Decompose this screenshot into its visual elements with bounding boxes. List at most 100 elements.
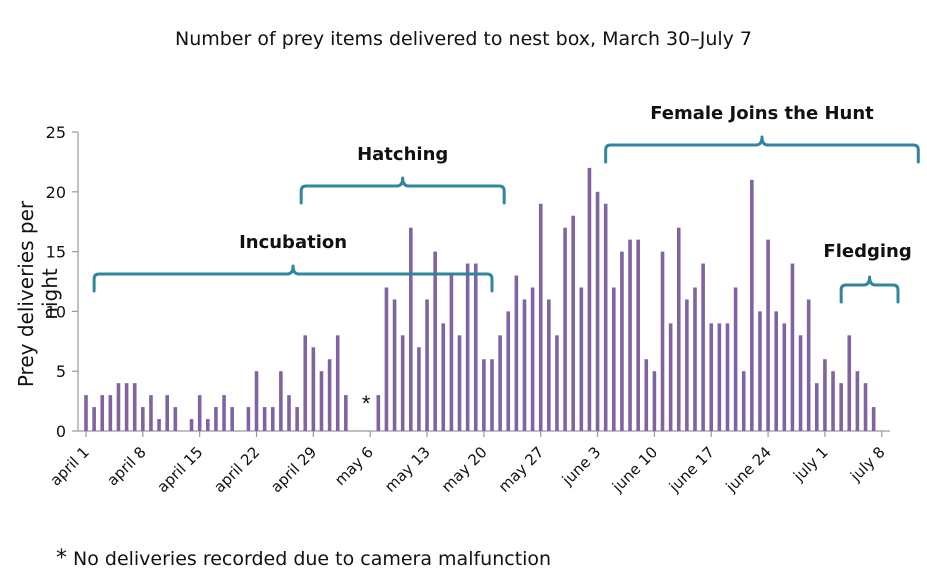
bar — [579, 287, 584, 431]
bar — [506, 311, 511, 431]
bar — [417, 347, 421, 431]
bar — [384, 287, 389, 431]
bar — [514, 275, 519, 431]
bar — [652, 371, 657, 431]
bar — [409, 227, 413, 431]
bar — [262, 407, 267, 431]
bar — [197, 395, 202, 431]
y-tick-label: 5 — [56, 362, 66, 381]
bar — [230, 407, 234, 431]
x-tick-label: april 15 — [153, 443, 206, 496]
bar — [790, 263, 795, 431]
bar — [441, 323, 446, 431]
bar — [189, 419, 194, 431]
bar — [327, 359, 332, 431]
bar — [335, 335, 340, 431]
bar — [717, 323, 722, 431]
phase-bracket — [299, 176, 506, 205]
bar — [563, 227, 567, 431]
y-tick-label: 25 — [46, 123, 66, 142]
bar — [490, 359, 494, 431]
bar — [758, 311, 762, 431]
bar — [498, 335, 502, 431]
x-tick-label: june 10 — [608, 443, 661, 496]
bar — [132, 383, 137, 431]
footnote: * No deliveries recorded due to camera ma… — [56, 546, 551, 571]
y-tick-label: 15 — [46, 243, 66, 262]
bar — [530, 287, 535, 431]
bar — [287, 395, 291, 431]
bar — [815, 383, 819, 431]
x-tick-label: april 1 — [46, 443, 92, 489]
x-tick-label: april 29 — [267, 443, 320, 496]
bar — [270, 407, 275, 431]
chart-title: Number of prey items delivered to nest b… — [174, 28, 753, 50]
bar — [725, 323, 730, 431]
bar — [149, 395, 153, 431]
bar — [92, 407, 96, 431]
bar — [571, 215, 575, 431]
bar — [108, 395, 113, 431]
bar — [547, 299, 551, 431]
bar — [660, 251, 665, 431]
bar — [522, 299, 527, 431]
bar — [376, 395, 381, 431]
bar — [831, 371, 835, 431]
bar — [116, 383, 121, 431]
bar — [311, 347, 316, 431]
bar — [84, 395, 88, 431]
bar — [628, 239, 632, 431]
x-tick-label: june 24 — [722, 443, 775, 496]
bar — [603, 203, 608, 431]
bar — [709, 323, 714, 431]
bar — [555, 335, 559, 431]
gap-marker: * — [362, 391, 371, 416]
bar — [400, 335, 405, 431]
bar — [254, 371, 259, 431]
bar — [100, 395, 105, 431]
bar — [636, 239, 640, 431]
bar — [587, 167, 592, 431]
x-tick-label: may 27 — [495, 443, 548, 496]
bar — [246, 407, 251, 431]
y-tick-label: 0 — [56, 422, 66, 441]
bar — [871, 407, 876, 431]
bar — [676, 227, 681, 431]
bar — [620, 251, 624, 431]
bar — [222, 395, 226, 431]
bar — [782, 323, 787, 431]
y-tick-label: 10 — [46, 302, 66, 321]
bar — [823, 359, 827, 431]
bar — [279, 371, 283, 431]
bar — [319, 371, 324, 431]
bar — [425, 299, 429, 431]
x-tick-label: april 22 — [210, 443, 263, 496]
bar — [457, 335, 462, 431]
bar — [482, 359, 486, 431]
bar — [863, 383, 868, 431]
x-tick-label: may 6 — [331, 443, 377, 489]
x-tick-label: may 13 — [381, 443, 434, 496]
x-tick-label: july 1 — [789, 443, 831, 485]
phase-bracket — [92, 264, 494, 293]
phase-bracket — [839, 275, 900, 304]
bar — [344, 395, 348, 431]
x-tick-label: april 8 — [103, 443, 149, 489]
bar — [668, 323, 673, 431]
bar — [685, 299, 689, 431]
bar — [141, 407, 145, 431]
phase-label: Female Joins the Hunt — [650, 103, 874, 124]
bar — [173, 407, 178, 431]
bar — [798, 335, 803, 431]
phase-label: Hatching — [357, 144, 448, 165]
bar — [165, 395, 169, 431]
bar — [433, 251, 437, 431]
bars-group — [84, 167, 876, 431]
bar — [595, 191, 600, 431]
bar — [806, 299, 811, 431]
phase-label: Fledging — [823, 241, 911, 262]
bar — [392, 299, 397, 431]
bar — [473, 263, 478, 431]
x-tick-label: june 3 — [558, 443, 604, 489]
